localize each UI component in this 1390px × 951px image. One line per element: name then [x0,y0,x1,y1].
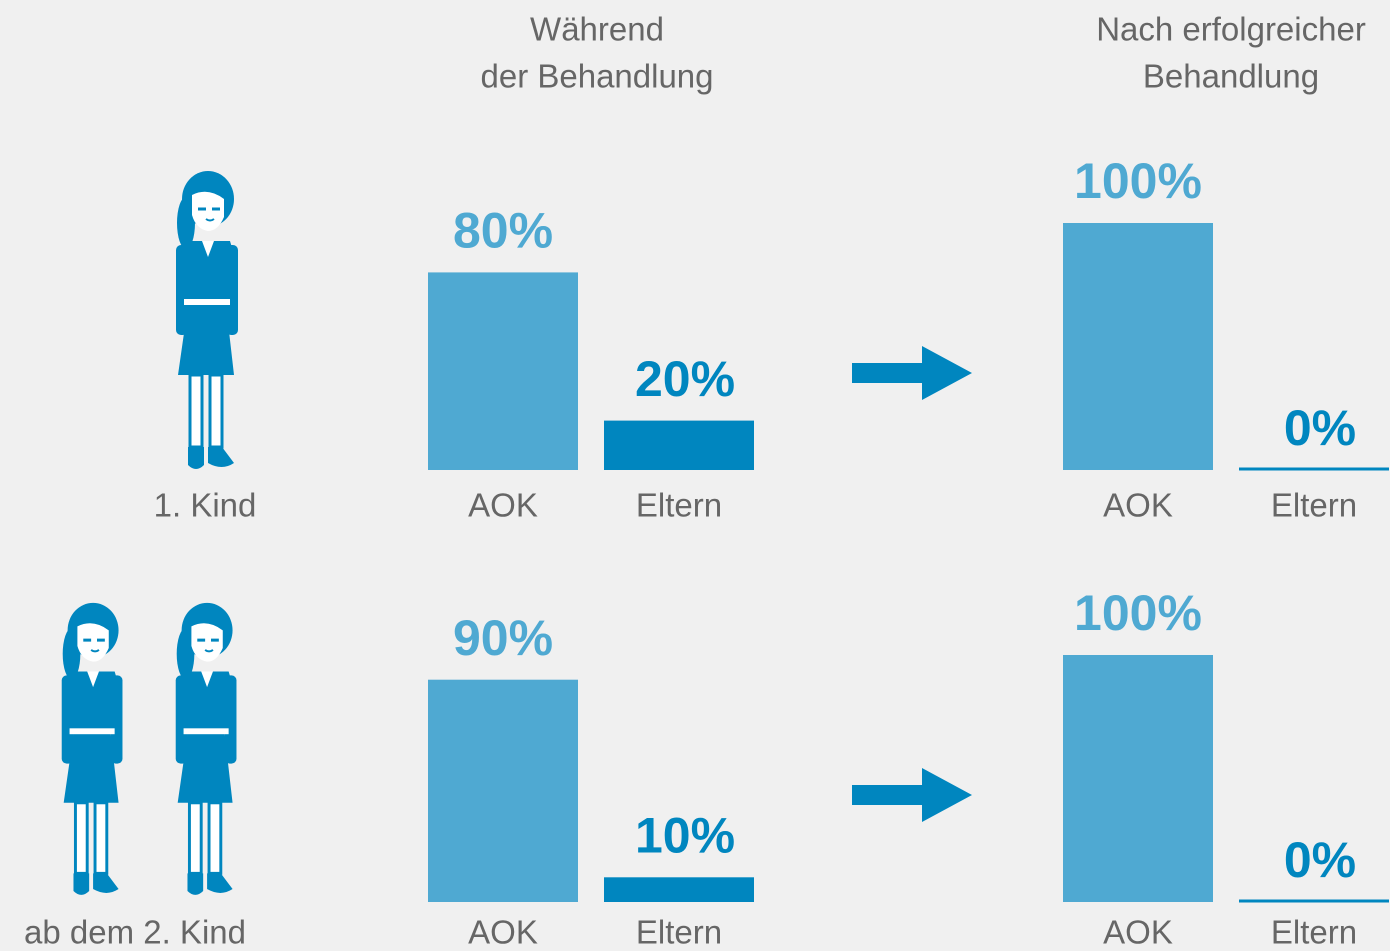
infographic: Während der Behandlung Nach erfolgreiche… [0,0,1390,951]
child-figure [176,171,238,469]
row-label: ab dem 2. Kind [24,914,246,951]
value-label: 90% [453,610,553,666]
bar [428,272,578,470]
column-header: Während [530,11,664,48]
value-label: 100% [1074,153,1202,209]
column-header: Behandlung [1143,58,1319,95]
child-figure [176,603,237,895]
row-label: 1. Kind [154,487,257,524]
category-label: AOK [468,487,538,524]
arrow [852,768,972,822]
value-label: 0% [1284,400,1356,456]
child-figure [62,603,123,895]
category-label: Eltern [1271,914,1357,951]
category-label: Eltern [1271,487,1357,524]
bar [604,421,754,470]
bar [604,877,754,902]
bar [1063,223,1213,470]
category-label: AOK [1103,914,1173,951]
category-label: AOK [468,914,538,951]
value-label: 20% [635,351,735,407]
category-label: Eltern [636,487,722,524]
page: Während der Behandlung Nach erfolgreiche… [0,0,1390,951]
value-label: 10% [635,808,735,864]
bar [428,680,578,902]
category-label: Eltern [636,914,722,951]
bar [1063,655,1213,902]
column-header: Nach erfolgreicher [1096,11,1366,48]
arrow [852,346,972,400]
value-label: 100% [1074,585,1202,641]
column-header: der Behandlung [480,58,713,95]
category-label: AOK [1103,487,1173,524]
value-label: 0% [1284,832,1356,888]
value-label: 80% [453,203,553,259]
